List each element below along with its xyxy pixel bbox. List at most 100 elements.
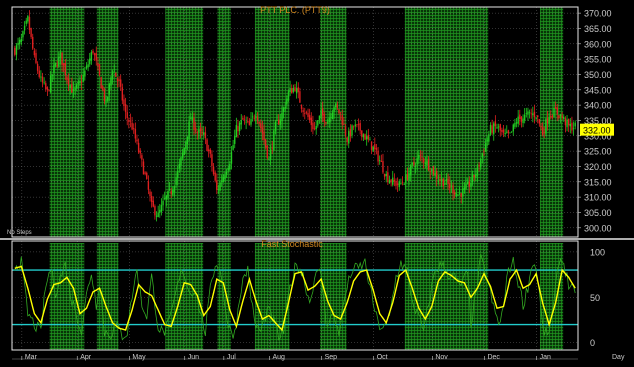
candle-130 bbox=[225, 169, 228, 178]
candle-297 bbox=[497, 123, 500, 133]
highlight-band-osc-3 bbox=[217, 243, 231, 350]
candle-body bbox=[523, 114, 526, 121]
candle-255 bbox=[429, 167, 431, 180]
price-tick-label-14: 370.00 bbox=[584, 9, 612, 19]
candle-body bbox=[313, 128, 316, 130]
candle-271 bbox=[455, 188, 457, 198]
candle-body bbox=[315, 126, 317, 130]
candle-176 bbox=[300, 104, 303, 113]
candle-body bbox=[312, 122, 314, 130]
candle-body bbox=[304, 113, 306, 114]
candle-253 bbox=[426, 155, 428, 172]
x-tick-label-1: Apr bbox=[80, 354, 92, 361]
candle-body bbox=[225, 172, 228, 175]
candle-277 bbox=[465, 177, 467, 190]
candle-body bbox=[370, 141, 373, 150]
candle-body bbox=[569, 123, 571, 127]
highlight-band-price-1 bbox=[96, 7, 119, 237]
candle-body bbox=[14, 47, 16, 55]
candle-body bbox=[245, 121, 247, 123]
candle-124 bbox=[216, 173, 218, 195]
candle-100 bbox=[177, 166, 179, 186]
candle-body bbox=[377, 150, 379, 162]
price-tick-label-6: 330.00 bbox=[584, 131, 612, 141]
candle-215 bbox=[364, 133, 366, 140]
candle-318 bbox=[532, 106, 534, 123]
candle-body bbox=[460, 193, 462, 197]
highlight-band-osc-2 bbox=[165, 243, 204, 350]
candle-body bbox=[74, 87, 76, 90]
candle-293 bbox=[491, 119, 493, 135]
candle-body bbox=[341, 115, 343, 125]
candle-body bbox=[268, 158, 270, 160]
candle-229 bbox=[387, 165, 389, 185]
candle-body bbox=[352, 126, 355, 128]
candle-17 bbox=[41, 72, 44, 88]
candle-body bbox=[452, 185, 454, 194]
candle-148 bbox=[255, 109, 257, 124]
candle-84 bbox=[150, 191, 153, 208]
candle-body bbox=[540, 126, 542, 128]
candle-316 bbox=[528, 109, 531, 119]
candle-body bbox=[193, 117, 195, 130]
candle-216 bbox=[365, 130, 368, 146]
candle-body bbox=[129, 120, 132, 122]
candle-body bbox=[320, 110, 322, 119]
candle-145 bbox=[250, 112, 252, 127]
candle-244 bbox=[411, 162, 413, 169]
candle-152 bbox=[261, 120, 264, 141]
candle-body bbox=[295, 88, 298, 94]
candle-body bbox=[168, 188, 171, 190]
candle-body bbox=[439, 178, 441, 181]
candle-body bbox=[349, 129, 352, 137]
candle-101 bbox=[178, 158, 181, 173]
candle-body bbox=[190, 118, 192, 120]
candle-body bbox=[103, 89, 106, 102]
candle-body bbox=[545, 119, 547, 134]
price-tick-label-13: 365.00 bbox=[584, 24, 612, 34]
candle-body bbox=[504, 132, 506, 135]
candle-body bbox=[484, 143, 487, 152]
candle-body bbox=[465, 183, 467, 189]
candle-body bbox=[77, 82, 80, 85]
candle-237 bbox=[400, 178, 402, 185]
candle-183 bbox=[312, 115, 314, 135]
candle-body bbox=[191, 116, 194, 120]
candle-body bbox=[240, 120, 242, 125]
candle-96 bbox=[170, 187, 172, 199]
candle-289 bbox=[484, 138, 487, 152]
candle-body bbox=[111, 71, 114, 80]
candle-221 bbox=[374, 137, 376, 156]
candle-body bbox=[546, 118, 549, 124]
candle-327 bbox=[546, 110, 549, 131]
candle-226 bbox=[382, 153, 384, 175]
candle-body bbox=[449, 183, 451, 189]
candle-body bbox=[393, 179, 396, 182]
candle-body bbox=[506, 131, 508, 133]
candle-body bbox=[232, 145, 234, 150]
candle-301 bbox=[504, 128, 506, 138]
candle-330 bbox=[551, 114, 554, 120]
candle-body bbox=[554, 107, 557, 109]
candle-body bbox=[331, 112, 334, 120]
candle-body bbox=[532, 113, 534, 116]
candle-body bbox=[379, 160, 381, 162]
candle-8 bbox=[27, 14, 29, 24]
candle-body bbox=[308, 115, 311, 120]
candle-144 bbox=[248, 118, 251, 126]
x-tick-label-3: Jun bbox=[188, 354, 199, 361]
candle-284 bbox=[476, 163, 479, 182]
candle-122 bbox=[212, 162, 215, 176]
candle-264 bbox=[444, 179, 446, 185]
candle-body bbox=[359, 123, 361, 131]
x-tick-label-5: Aug bbox=[272, 354, 285, 361]
candle-body bbox=[175, 177, 177, 185]
candle-69 bbox=[126, 105, 128, 126]
candle-body bbox=[154, 206, 156, 216]
candle-body bbox=[146, 172, 148, 179]
candle-body bbox=[201, 132, 203, 134]
candle-body bbox=[281, 113, 283, 122]
candle-body bbox=[297, 87, 299, 93]
candle-99 bbox=[175, 172, 177, 189]
